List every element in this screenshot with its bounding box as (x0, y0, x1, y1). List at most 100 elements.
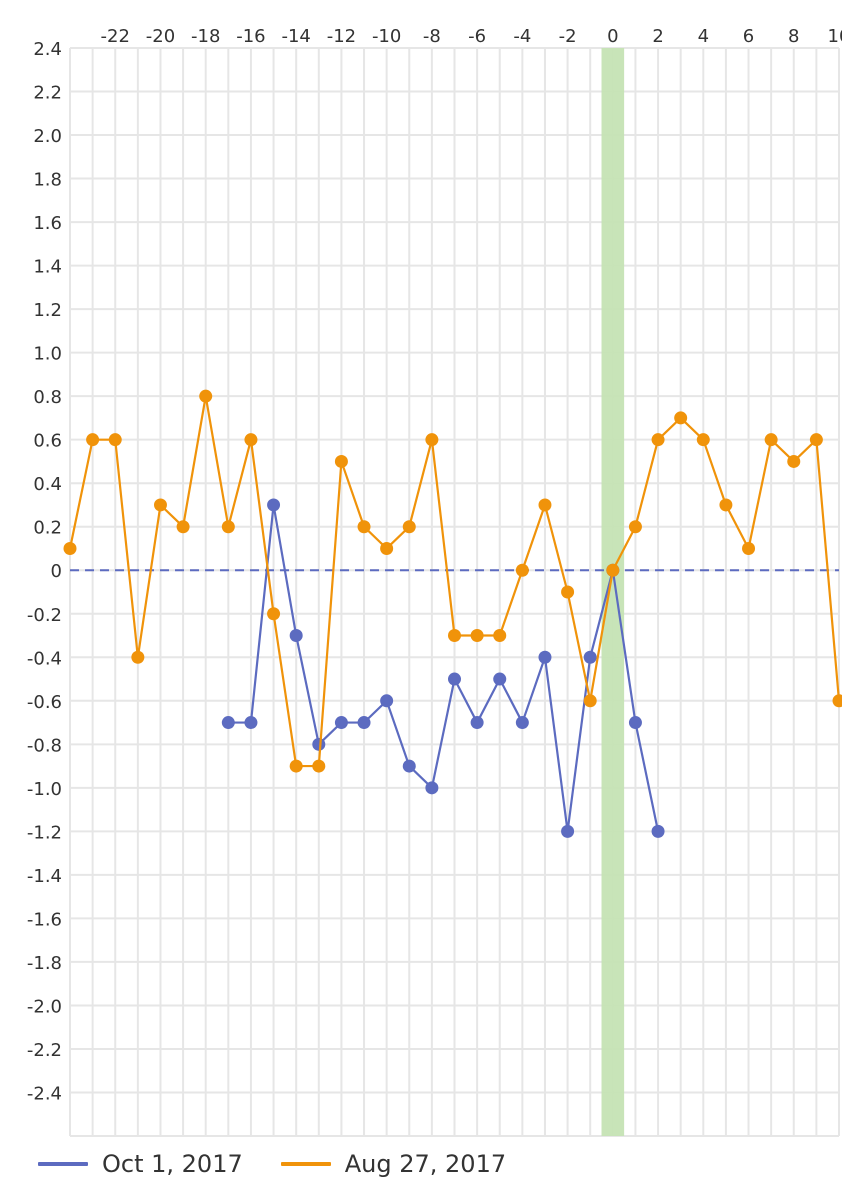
y-tick-label: 1.8 (33, 170, 62, 191)
data-point-1 (425, 433, 439, 447)
y-tick-label: -2.0 (27, 996, 62, 1017)
x-tick-label: 2 (652, 26, 663, 47)
data-point-1 (131, 650, 145, 664)
legend-item-aug[interactable]: Aug 27, 2017 (280, 1150, 507, 1178)
data-point-1 (606, 563, 620, 577)
x-tick-label: -14 (281, 26, 310, 47)
data-point-1 (651, 433, 665, 447)
data-point-1 (289, 759, 303, 773)
data-point-1 (357, 520, 371, 534)
y-tick-label: 2.4 (33, 39, 62, 60)
y-tick-label: -1.6 (27, 909, 62, 930)
highlight-band (601, 48, 625, 1136)
y-tick-label: 0.4 (33, 474, 62, 495)
data-point-1 (380, 541, 394, 555)
data-point-0 (515, 716, 529, 730)
data-point-0 (448, 672, 461, 686)
data-point-1 (199, 389, 213, 403)
y-tick-label: 2.2 (33, 83, 62, 104)
data-point-1 (221, 520, 235, 534)
x-tick-label: -6 (468, 26, 486, 47)
y-tick-label: 0 (51, 561, 62, 582)
x-tick-label: -2 (559, 26, 577, 47)
y-tick-label: -2.2 (27, 1040, 62, 1061)
y-tick-label: 0.8 (33, 387, 62, 408)
y-tick-label: 1.6 (33, 213, 62, 234)
data-point-1 (832, 694, 842, 708)
y-tick-label: 1.4 (33, 257, 62, 278)
data-point-0 (244, 716, 258, 730)
line-chart: 2.4 2.2 2.0 1.8 1.6 1.4 1.2 1.0 0.8 0.6 0.4 0.2 0 -0.… (27, 26, 842, 1137)
x-tick-label: -8 (423, 26, 441, 47)
data-point-1 (402, 520, 416, 534)
x-tick-label: 0 (607, 26, 618, 47)
data-point-0 (583, 650, 597, 664)
data-point-1 (493, 629, 507, 643)
data-point-0 (470, 716, 484, 730)
data-point-1 (628, 520, 642, 534)
data-point-0 (267, 498, 281, 512)
data-point-1 (63, 541, 77, 555)
data-point-0 (538, 650, 552, 664)
legend: Oct 1, 2017 Aug 27, 2017 (38, 1150, 544, 1178)
data-point-1 (244, 433, 258, 447)
x-tick-label: -12 (327, 26, 356, 47)
data-point-1 (176, 520, 190, 534)
data-point-1 (696, 433, 710, 447)
data-point-1 (153, 498, 167, 512)
data-point-1 (764, 433, 778, 447)
x-tick-label: 10 (828, 26, 842, 47)
y-tick-label: -1.0 (27, 779, 62, 800)
data-point-1 (267, 607, 281, 621)
x-tick-label: 4 (698, 26, 709, 47)
x-tick-label: -22 (101, 26, 130, 47)
x-tick-label: 6 (743, 26, 754, 47)
y-tick-label: -2.4 (27, 1083, 62, 1104)
data-point-0 (357, 716, 371, 730)
legend-label-oct: Oct 1, 2017 (102, 1150, 243, 1178)
y-tick-label: -1.2 (27, 822, 62, 843)
data-point-0 (402, 759, 416, 773)
data-point-1 (742, 541, 756, 555)
y-tick-label: 1.2 (33, 300, 62, 321)
data-point-1 (515, 563, 529, 577)
legend-swatch-aug (280, 1162, 331, 1166)
data-point-1 (787, 454, 801, 468)
series-line-0 (228, 503, 660, 833)
data-point-1 (86, 433, 100, 447)
y-tick-label: 0.6 (33, 431, 62, 452)
data-point-0 (334, 716, 348, 730)
legend-swatch-oct (38, 1162, 88, 1166)
data-point-0 (628, 716, 642, 730)
x-tick-label: -10 (372, 26, 401, 47)
data-point-1 (312, 759, 326, 773)
y-tick-label: 1.0 (33, 344, 62, 365)
data-point-0 (561, 824, 575, 838)
data-point-1 (334, 454, 348, 468)
x-tick-label: -20 (146, 26, 175, 47)
data-point-1 (674, 411, 688, 425)
y-tick-label: 0.2 (33, 518, 62, 539)
data-point-0 (493, 672, 507, 686)
data-point-1 (719, 498, 733, 512)
legend-label-aug: Aug 27, 2017 (344, 1150, 507, 1178)
data-point-1 (448, 629, 461, 643)
data-point-0 (289, 629, 303, 643)
y-tick-label: -0.4 (27, 648, 62, 669)
data-point-1 (470, 629, 484, 643)
data-point-1 (108, 433, 122, 447)
y-tick-label: -1.4 (27, 866, 62, 887)
data-point-0 (651, 824, 665, 838)
data-point-1 (538, 498, 552, 512)
y-tick-label: -0.6 (27, 692, 62, 713)
x-tick-label: -16 (236, 26, 265, 47)
y-tick-label: -0.2 (27, 605, 62, 626)
data-point-0 (221, 716, 235, 730)
data-point-0 (380, 694, 394, 708)
data-point-1 (809, 433, 823, 447)
legend-item-oct[interactable]: Oct 1, 2017 (38, 1150, 243, 1178)
x-tick-label: 8 (788, 26, 799, 47)
data-point-0 (312, 737, 326, 751)
x-tick-label: -4 (513, 26, 531, 47)
